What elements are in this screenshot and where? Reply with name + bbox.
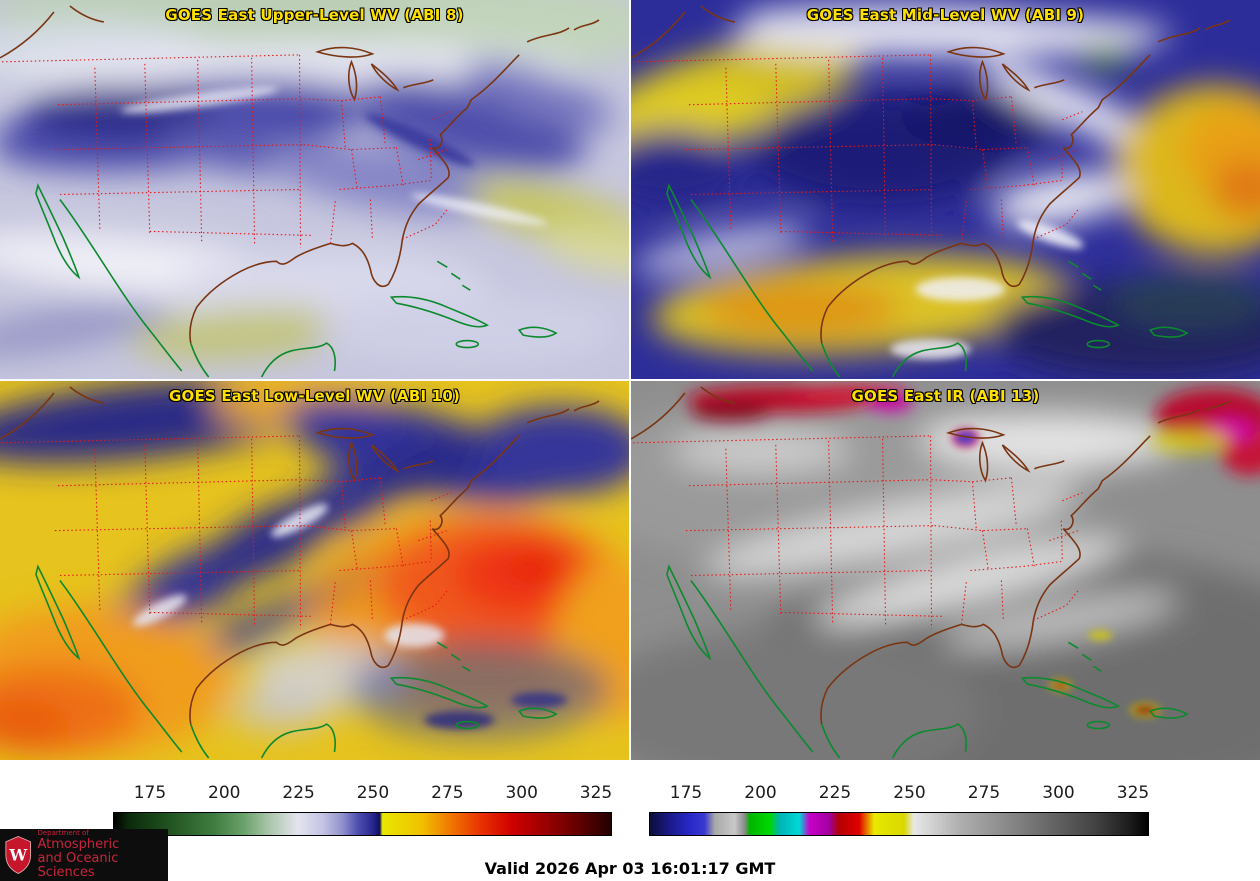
panel-title-abi10: GOES East Low-Level WV (ABI 10) (168, 387, 461, 405)
ir-colorbar-group: 175 200 225 250 275 300 325 (649, 783, 1149, 836)
satellite-quad-display: GOES East Upper-Level WV (ABI 8) (0, 0, 1260, 760)
colorbar-tick: 225 (282, 783, 315, 803)
colorbar-tick: 250 (893, 783, 926, 803)
colorbar-tick: 175 (669, 783, 703, 803)
panel-abi10: GOES East Low-Level WV (ABI 10) (0, 381, 629, 760)
logo-dept-of: Department of (37, 829, 89, 838)
colorbar-tick: 175 (133, 783, 167, 803)
colorbar-tick: 325 (1116, 783, 1150, 803)
ir-colorbar (649, 812, 1149, 836)
colorbar-tick: 275 (431, 783, 464, 803)
panel-abi13: GOES East IR (ABI 13) (631, 381, 1260, 760)
satellite-image-abi13 (631, 381, 1260, 760)
wv-colorbar-ticks: 175 200 225 250 275 300 325 (113, 783, 613, 806)
colorbar-tick: 325 (579, 783, 613, 803)
logo-line-2: and Oceanic Sciences (37, 850, 119, 880)
ir-colorbar-ticks: 175 200 225 250 275 300 325 (649, 783, 1149, 806)
colorbar-tick: 250 (356, 783, 390, 803)
wv-colorbar-group: 175 200 225 250 275 300 325 (113, 783, 612, 836)
panel-title-abi13: GOES East IR (ABI 13) (851, 387, 1040, 405)
colorbar-tick: 275 (967, 783, 1001, 803)
panel-title-abi9: GOES East Mid-Level WV (ABI 9) (806, 6, 1085, 24)
svg-text:W: W (8, 845, 28, 864)
satellite-image-abi10 (0, 381, 629, 760)
satellite-image-abi9 (631, 0, 1260, 379)
satellite-image-abi8 (0, 0, 629, 379)
uw-aos-logo: W Department of Atmospheric and Oceanic … (0, 829, 168, 881)
wv-colorbar (113, 812, 612, 836)
valid-time: Valid 2026 Apr 03 16:01:17 GMT (484, 859, 776, 878)
colorbar-tick: 300 (1042, 783, 1075, 803)
colorbar-tick: 200 (744, 783, 777, 803)
panel-abi8: GOES East Upper-Level WV (ABI 8) (0, 0, 629, 379)
panel-abi9: GOES East Mid-Level WV (ABI 9) (631, 0, 1260, 379)
panel-title-abi8: GOES East Upper-Level WV (ABI 8) (165, 6, 464, 24)
colorbar-tick: 300 (505, 783, 538, 803)
colorbar-tick: 225 (818, 783, 852, 803)
logo-text: Department of Atmospheric and Oceanic Sc… (37, 830, 163, 880)
colorbar-tick: 200 (208, 783, 241, 803)
logo-line-1: Atmospheric (37, 836, 120, 852)
uw-crest-icon: W (5, 835, 32, 875)
